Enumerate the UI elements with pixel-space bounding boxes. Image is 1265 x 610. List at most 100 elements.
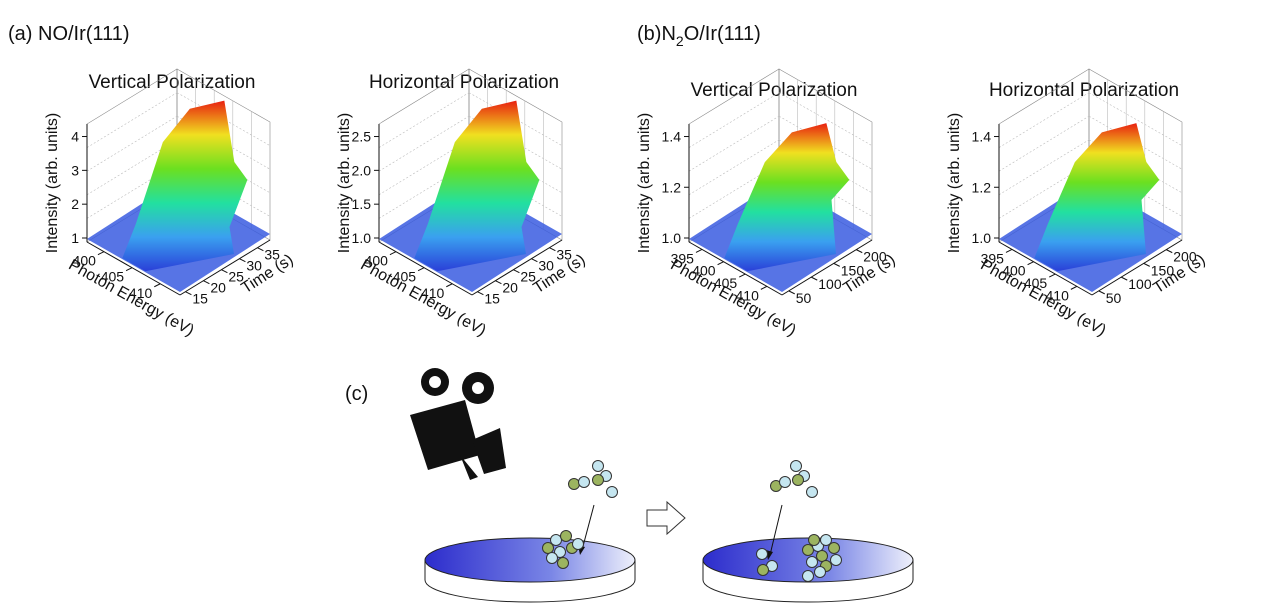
grid-line: [86, 163, 178, 219]
y-axis-label: Intensity (arb. units): [44, 113, 61, 254]
tick-mark: [125, 267, 133, 272]
y-axis-label: Intensity (arb. units): [336, 113, 353, 254]
molecules: [542, 460, 842, 582]
tick-mark: [389, 251, 397, 256]
tick-mark: [1143, 262, 1150, 267]
z-tick-label: 100: [1128, 276, 1152, 292]
x-tick-label: 410: [736, 287, 760, 303]
x-tick-label: 395: [671, 250, 695, 266]
tick-mark: [717, 261, 724, 266]
z-tick-label: 150: [841, 262, 865, 278]
tick-mark: [695, 248, 703, 253]
axis-line: [179, 239, 271, 296]
z-tick-label: 150: [1151, 262, 1175, 278]
molecule-atom: [568, 478, 580, 490]
plot-title: Vertical Polarization: [691, 80, 858, 101]
molecule-atom: [820, 534, 832, 546]
grid-line: [998, 163, 1090, 219]
z-tick-label: 20: [502, 280, 518, 296]
z-tick-label: 20: [210, 280, 226, 296]
y-tick-label: 1: [71, 230, 79, 246]
x-tick-label: 395: [981, 250, 1005, 266]
molecule-atom: [550, 534, 562, 546]
molecule-atom: [578, 476, 590, 488]
y-tick-label: 1.5: [352, 196, 372, 212]
panel-label: (a) NO/Ir(111): [8, 23, 130, 45]
x-tick-label: 400: [365, 253, 389, 269]
tick-mark: [513, 269, 520, 274]
molecule-atom: [806, 486, 818, 498]
x-tick-label: 410: [1046, 287, 1070, 303]
tick-mark: [1070, 285, 1078, 290]
molecule-atom: [792, 474, 804, 486]
tick-mark: [97, 251, 105, 256]
molecule-atom: [542, 542, 554, 554]
tick-mark: [1049, 273, 1056, 278]
tick-mark: [1098, 290, 1105, 295]
x-tick-label: 405: [101, 269, 125, 285]
grid-line: [86, 115, 178, 172]
grid-line: [86, 139, 178, 196]
molecule-atom: [802, 570, 814, 582]
tick-mark: [811, 276, 818, 281]
z-tick-label: 35: [264, 247, 280, 263]
tick-mark: [477, 291, 484, 296]
tick-mark: [856, 249, 863, 254]
z-tick-label: 100: [818, 276, 842, 292]
tick-mark: [788, 290, 795, 295]
y-tick-label: 1.2: [972, 179, 992, 195]
tick-mark: [239, 258, 246, 263]
axis-line: [378, 241, 473, 296]
molecule-atom: [606, 486, 618, 498]
surface-peak: [724, 123, 850, 272]
tick-mark: [185, 291, 192, 296]
x-tick-label: 405: [714, 275, 738, 291]
z-tick-label: 200: [1173, 249, 1197, 265]
tick-mark: [549, 247, 556, 252]
surface-disc: [424, 537, 636, 603]
x-tick-label: 405: [1024, 275, 1048, 291]
molecule-atom: [814, 566, 826, 578]
grid-line: [688, 115, 780, 172]
tick-mark: [221, 269, 228, 274]
z-tick-label: 30: [538, 258, 554, 274]
x-tick-label: 400: [1002, 263, 1026, 279]
grid-line: [378, 115, 470, 172]
y-tick-label: 1.2: [662, 179, 682, 195]
z-tick-label: 35: [556, 247, 572, 263]
x-tick-label: 405: [393, 269, 417, 285]
tick-mark: [257, 247, 264, 252]
molecule-atom: [828, 542, 840, 554]
grid-line: [86, 92, 178, 148]
tick-mark: [1166, 249, 1173, 254]
grid-line: [688, 163, 780, 219]
molecule-atom: [592, 474, 604, 486]
z-tick-label: 50: [1106, 290, 1122, 306]
tick-mark: [417, 267, 425, 272]
plot-3d: Horizontal Polarization 1.0 1.2 1.4 39540040…: [946, 68, 1209, 340]
z-tick-label: 15: [192, 291, 208, 307]
y-tick-label: 1.0: [972, 230, 992, 246]
panel-label: (b)N2O/Ir(111): [637, 23, 761, 49]
plot-title: Vertical Polarization: [89, 72, 256, 93]
y-tick-label: 1.4: [662, 129, 682, 145]
grid-line: [378, 139, 470, 196]
molecule-atom: [779, 476, 791, 488]
plot-3d: Vertical Polarization 1.0 1.2 1.4 3954004054…: [636, 68, 899, 340]
plot-3d: Horizontal Polarization 1.0 1.5 2.0 2.5 40040…: [336, 68, 589, 340]
camera-icon: [410, 368, 506, 480]
z-tick-label: 30: [246, 258, 262, 274]
axis-line: [781, 239, 873, 296]
grid-line: [778, 92, 873, 146]
tick-mark: [154, 283, 161, 288]
molecule-atom: [592, 460, 604, 472]
grid-line: [688, 92, 780, 148]
y-tick-label: 2.5: [352, 129, 372, 145]
molecule-atom: [546, 552, 558, 564]
y-tick-label: 2.0: [352, 162, 372, 178]
molecule-atom: [808, 534, 820, 546]
grid-line: [378, 163, 470, 219]
grid-line: [998, 139, 1090, 196]
surface-peak: [414, 100, 540, 272]
